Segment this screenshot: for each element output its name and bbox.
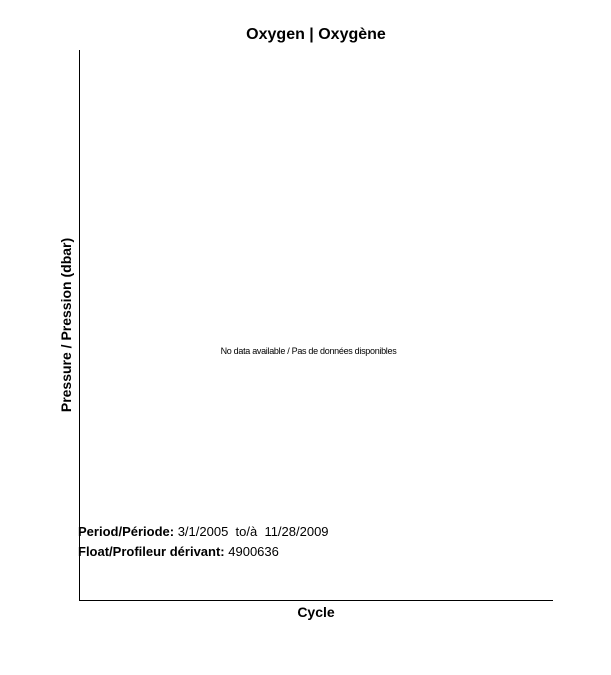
- period-annotation: Period/Période: 3/1/2005 to/à 11/28/2009: [78, 524, 329, 539]
- float-label: Float/Profileur dérivant:: [78, 544, 225, 559]
- chart-title: Oxygen | Oxygène: [246, 26, 386, 43]
- period-label: Period/Période:: [78, 524, 175, 539]
- period-value: 3/1/2005 to/à 11/28/2009: [177, 524, 329, 539]
- y-axis-label: Pressure / Pression (dbar): [58, 237, 74, 413]
- x-axis-label: Cycle: [297, 604, 335, 620]
- float-value: 4900636: [228, 544, 279, 559]
- no-data-message: No data available / Pas de données dispo…: [220, 346, 397, 356]
- float-annotation: Float/Profileur dérivant: 4900636: [78, 544, 279, 559]
